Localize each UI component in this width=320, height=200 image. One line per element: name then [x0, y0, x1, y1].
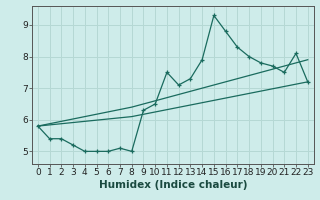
X-axis label: Humidex (Indice chaleur): Humidex (Indice chaleur) — [99, 180, 247, 190]
